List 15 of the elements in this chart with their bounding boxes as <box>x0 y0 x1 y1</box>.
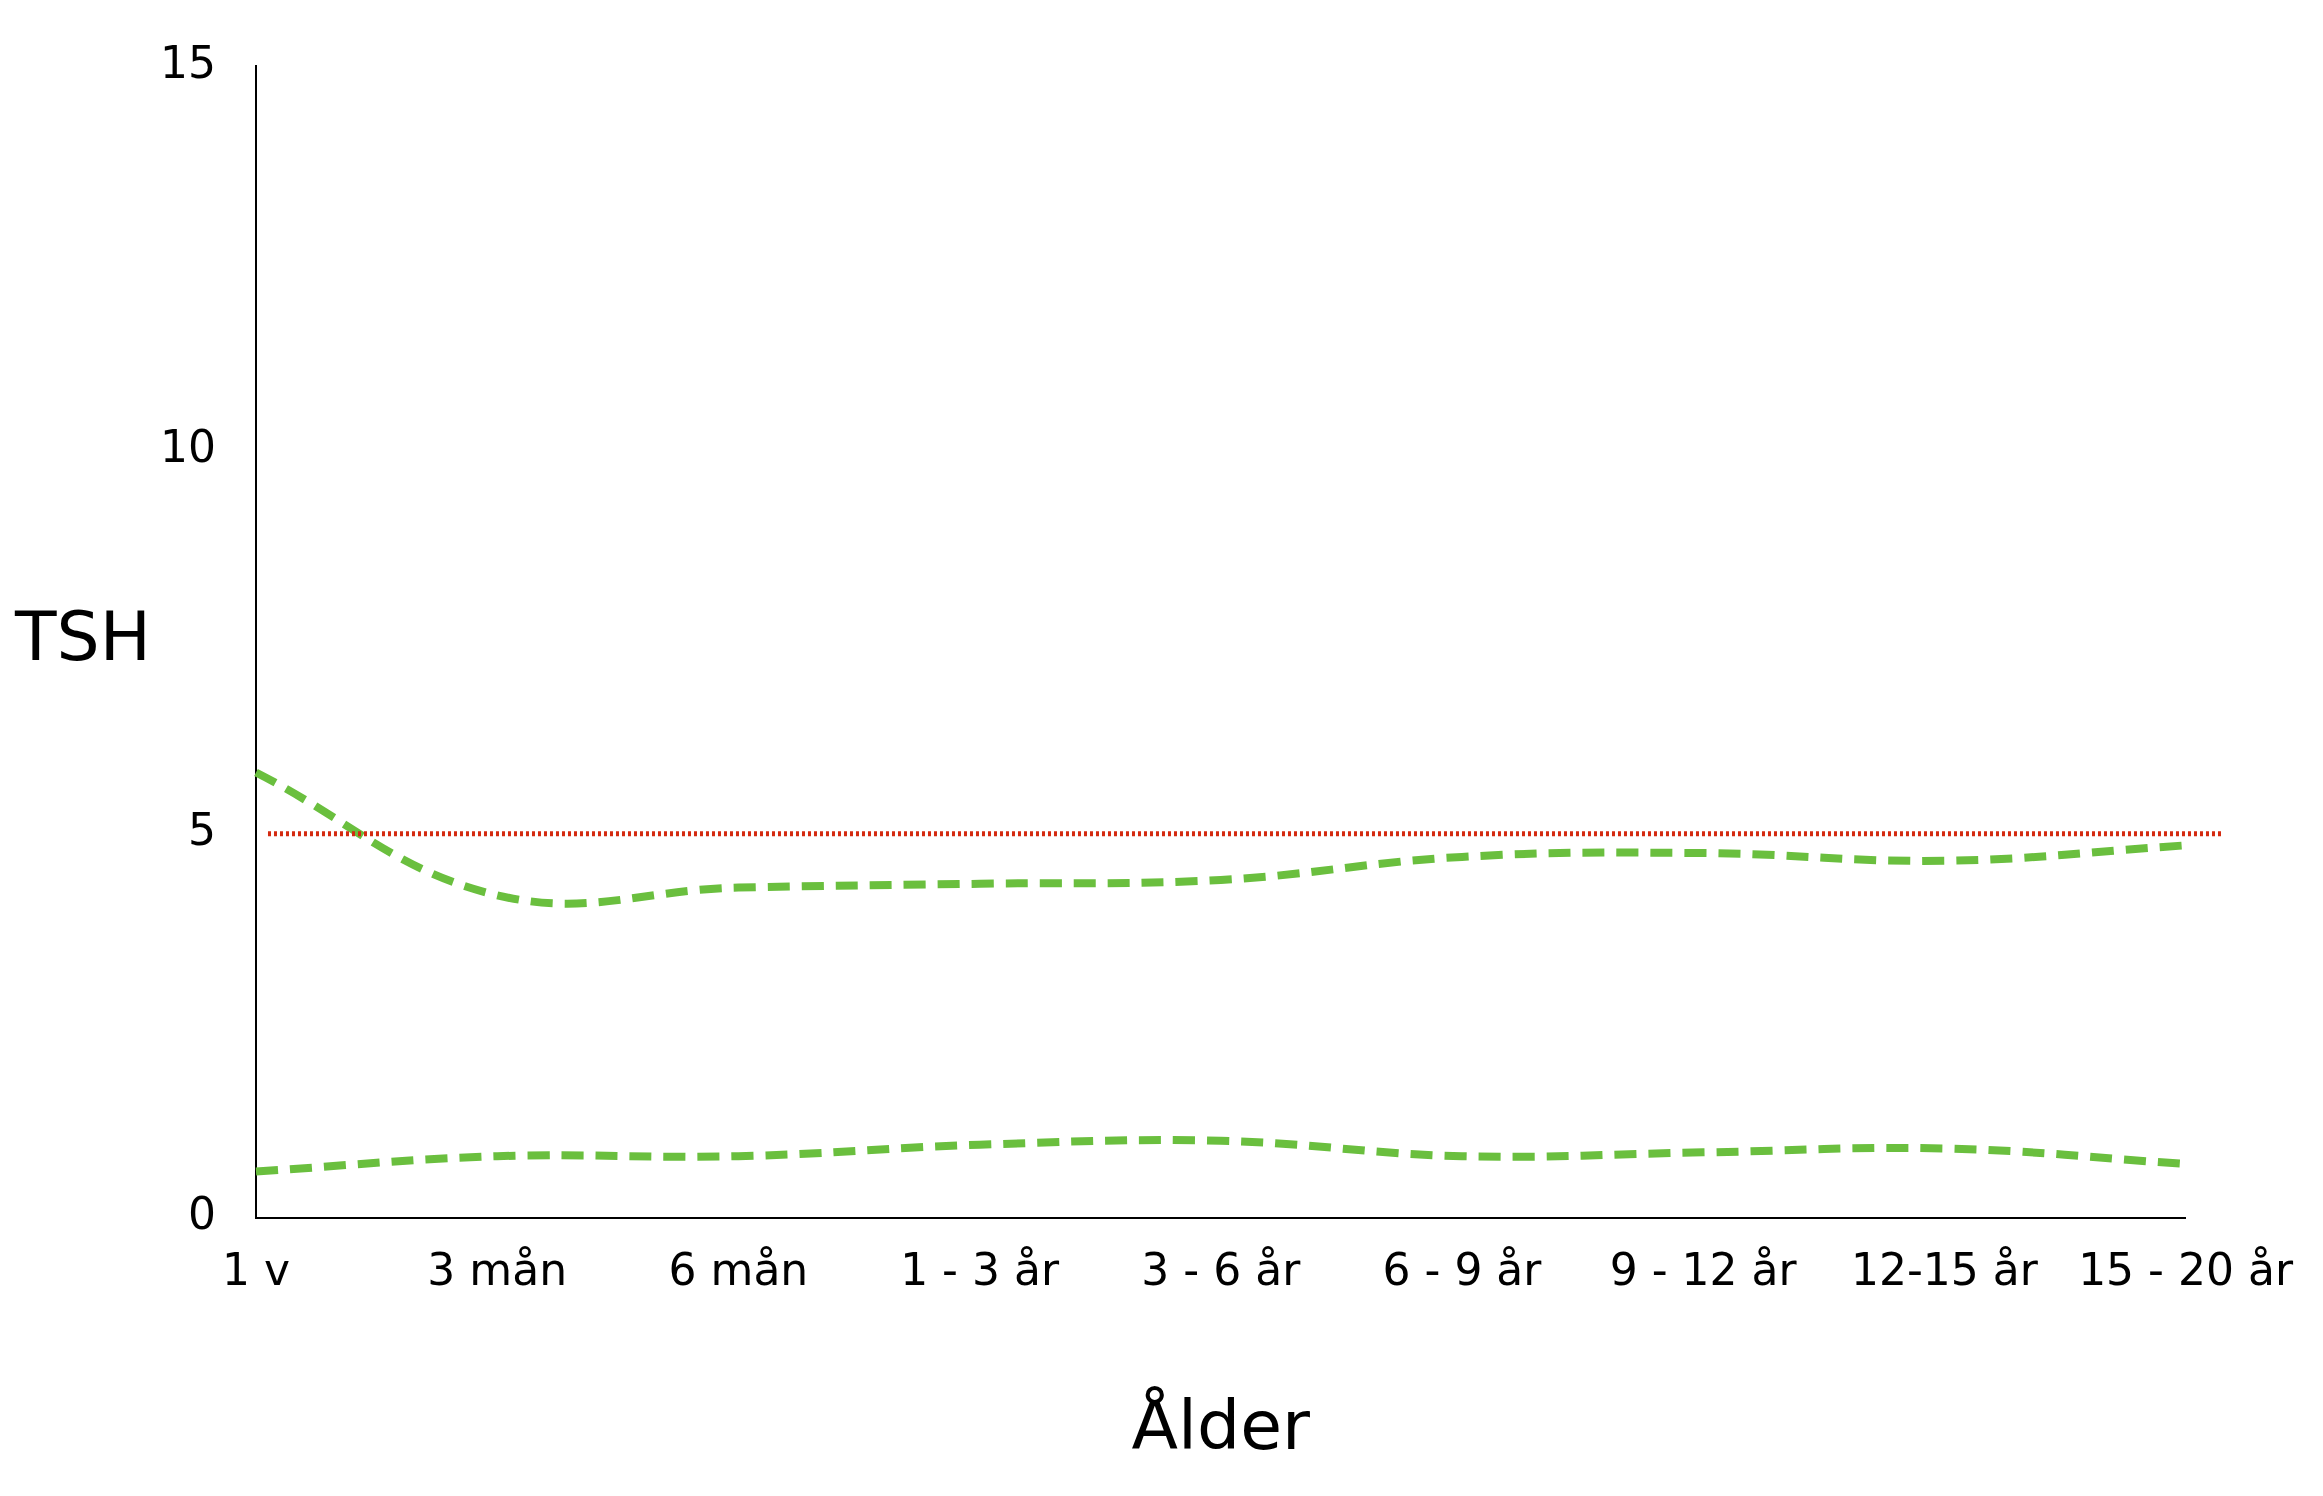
x-tick-label: 3 - 6 år <box>1141 1244 1302 1296</box>
y-axis-title: TSH <box>14 596 151 676</box>
x-tick-label: 12-15 år <box>1850 1244 2039 1296</box>
x-tick-label: 1 - 3 år <box>900 1244 1060 1296</box>
x-tick-label: 6 - 9 år <box>1382 1244 1543 1296</box>
x-tick-label: 3 mån <box>427 1244 568 1296</box>
x-tick-label: 9 - 12 år <box>1609 1244 1798 1296</box>
y-tick-label: 15 <box>159 36 216 88</box>
x-tick-label: 1 v <box>221 1244 290 1296</box>
y-tick-label: 10 <box>159 420 216 472</box>
y-tick-label: 5 <box>187 804 216 856</box>
x-tick-label: 6 mån <box>668 1244 809 1296</box>
x-axis-title: Ålder <box>1131 1384 1310 1465</box>
y-tick-label: 0 <box>187 1188 216 1240</box>
x-tick-label: 15 - 20 år <box>2078 1244 2294 1296</box>
